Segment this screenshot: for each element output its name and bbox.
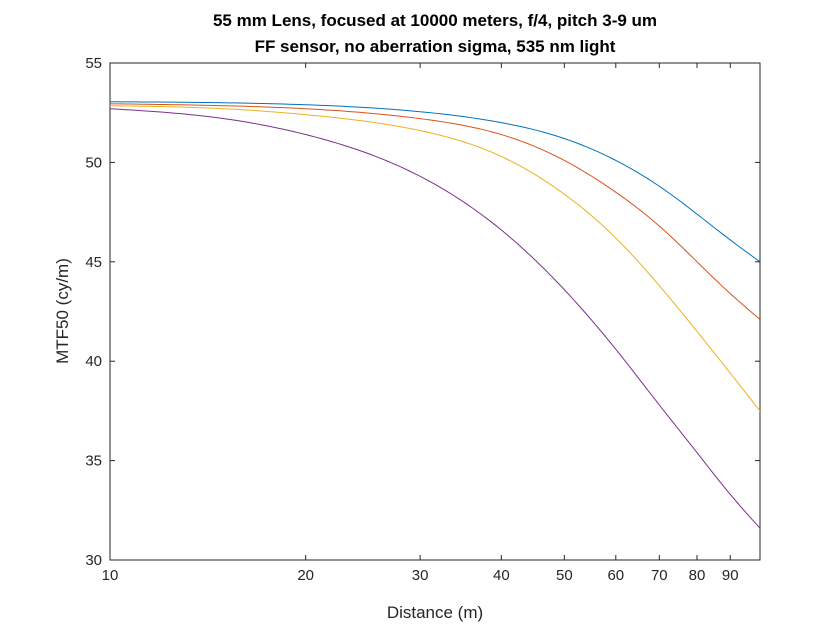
series-layer: [109, 101, 761, 529]
x-tick-label: 70: [651, 567, 668, 584]
x-tick-label: 50: [556, 567, 573, 584]
x-tick-label: 80: [689, 567, 706, 584]
x-tick-label: 10: [102, 567, 119, 584]
x-tick-label: 20: [297, 567, 314, 584]
y-tick-label: 55: [85, 55, 102, 72]
x-tick-label: 40: [493, 567, 510, 584]
y-axis-label: MTF50 (cy/m): [53, 258, 72, 364]
x-axis-label: Distance (m): [387, 603, 483, 622]
series-line-3: [109, 105, 761, 412]
x-tick-label: 90: [722, 567, 739, 584]
y-tick-label: 30: [85, 552, 102, 569]
x-tick-label: 60: [607, 567, 624, 584]
plot-area: [109, 62, 761, 561]
y-tick-label: 45: [85, 254, 102, 271]
x-tick-label: 30: [412, 567, 429, 584]
chart-title-line-2: FF sensor, no aberration sigma, 535 nm l…: [255, 37, 616, 56]
series-line-1: [109, 101, 761, 263]
chart-title-line-1: 55 mm Lens, focused at 10000 meters, f/4…: [213, 11, 657, 30]
y-tick-label: 50: [85, 154, 102, 171]
series-line-2: [109, 103, 761, 320]
series-line-4: [109, 108, 761, 529]
y-tick-label: 40: [85, 353, 102, 370]
tick-layer: 10 20 30 40 50 60 70 80 90 30 35 40 45 50 55: [85, 55, 760, 584]
y-tick-label: 35: [85, 453, 102, 470]
